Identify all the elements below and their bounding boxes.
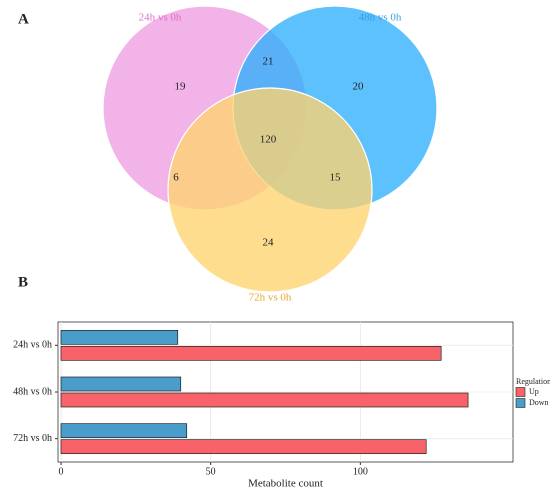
panel-label: A <box>18 11 29 27</box>
region-count: 20 <box>353 81 365 93</box>
set-label: 72h vs 0h <box>249 292 292 304</box>
y-tick-label: 24h vs 0h <box>13 340 52 351</box>
legend-label: Up <box>529 387 539 396</box>
bar <box>60 423 188 439</box>
bar <box>60 439 427 455</box>
region-count: 19 <box>175 81 187 93</box>
x-axis-title: Metabolite count <box>248 478 323 489</box>
legend-swatch <box>515 398 526 408</box>
y-tick-label: 48h vs 0h <box>13 386 52 397</box>
bar <box>60 392 469 408</box>
region-count: 24 <box>263 237 275 249</box>
region-count: 21 <box>263 56 274 68</box>
bar <box>60 345 442 361</box>
region-count: 120 <box>260 134 277 146</box>
y-tick-label: 72h vs 0h <box>13 433 52 444</box>
region-count: 15 <box>330 172 342 184</box>
set-label: 24h vs 0h <box>139 12 182 24</box>
x-tick-label: 50 <box>206 466 216 477</box>
legend-label: Down <box>529 398 549 407</box>
legend-swatch <box>515 387 526 397</box>
x-tick-label: 100 <box>353 466 368 477</box>
x-tick-label: 0 <box>58 466 63 477</box>
region-count: 6 <box>173 172 179 184</box>
bar <box>60 376 182 392</box>
venn-circle <box>167 87 373 293</box>
legend-title: Regulation <box>516 377 550 386</box>
bar <box>60 329 179 345</box>
set-label: 48h vs 0h <box>359 12 402 24</box>
panel-label: B <box>18 274 28 290</box>
